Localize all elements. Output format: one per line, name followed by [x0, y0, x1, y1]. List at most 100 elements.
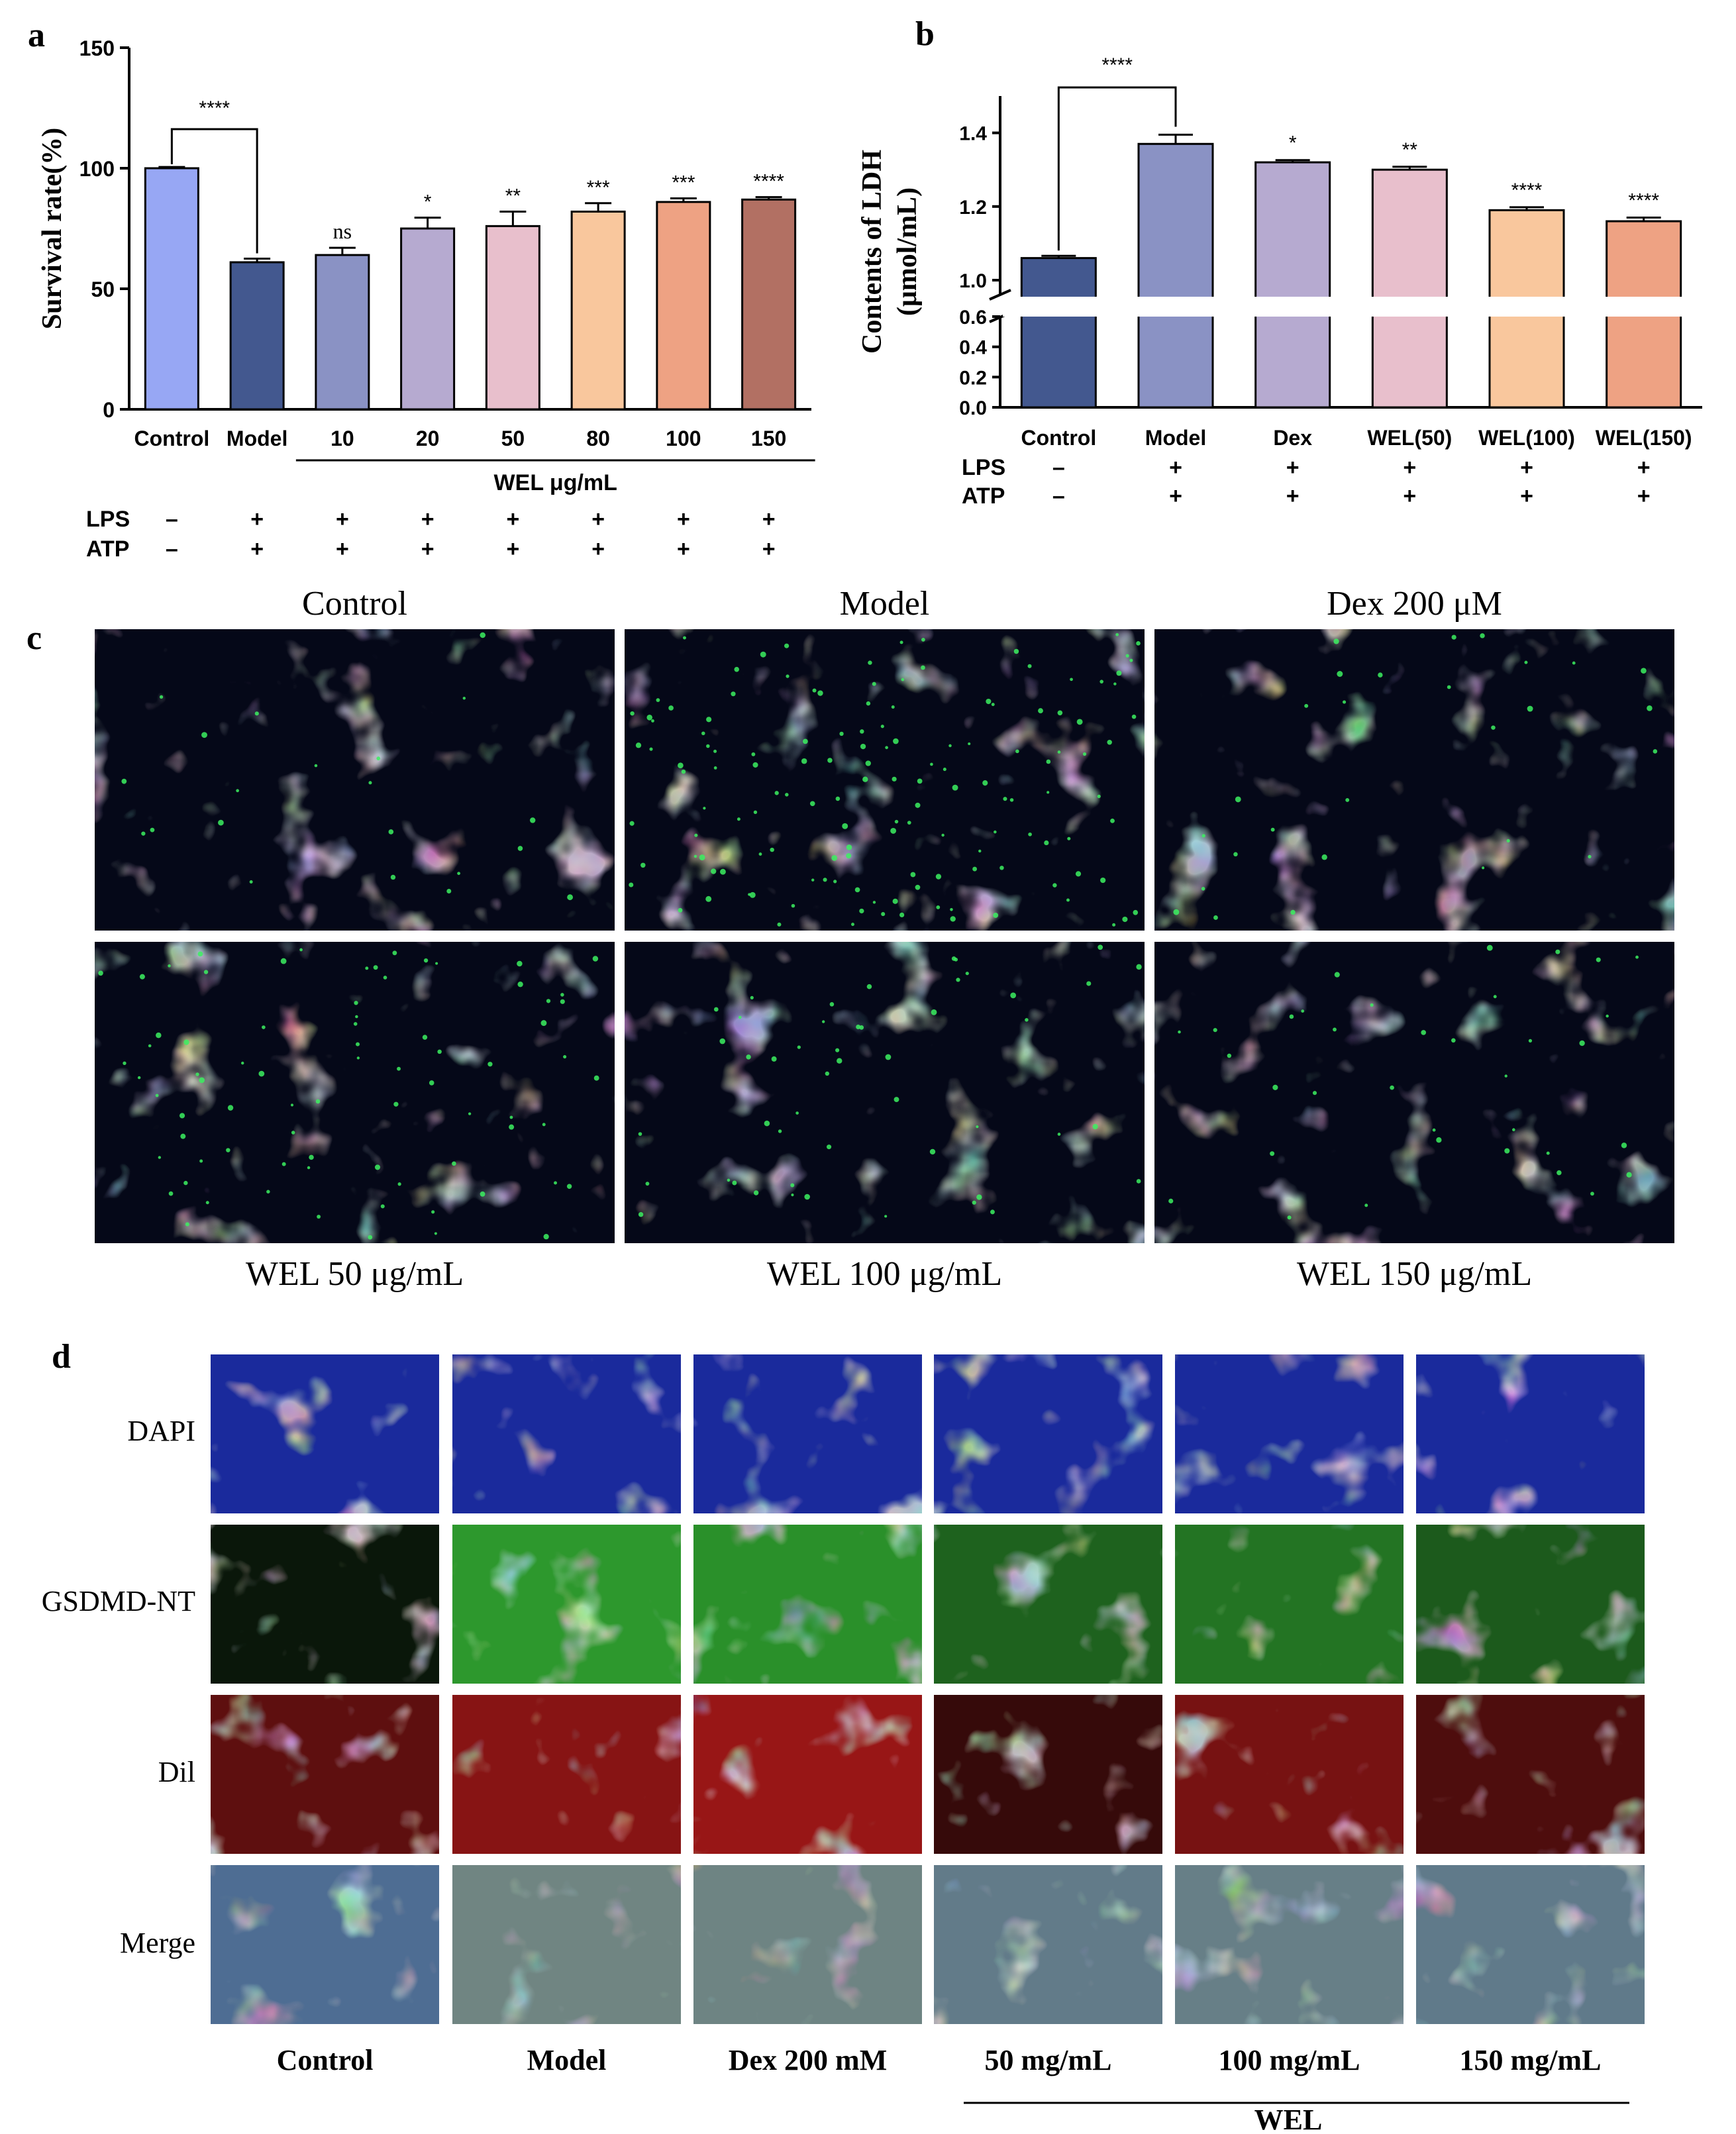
green-puncta-c — [846, 853, 852, 859]
green-puncta-c — [1136, 640, 1141, 646]
green-puncta-c — [1227, 1053, 1232, 1058]
green-puncta-c — [241, 1061, 244, 1065]
significance-label-a: *** — [672, 172, 695, 194]
green-puncta-c — [315, 1099, 321, 1104]
green-puncta-c — [397, 1066, 401, 1071]
green-puncta-c — [1009, 798, 1014, 802]
cell-free-region-d — [934, 1354, 1162, 1513]
atp-mark-a: – — [166, 536, 178, 562]
green-puncta-c — [681, 769, 686, 774]
x-tick-label-b: WEL(100) — [1478, 426, 1575, 450]
cell-free-region-d — [934, 1695, 1162, 1854]
y-tick-label-b: 1.2 — [959, 197, 987, 219]
green-puncta-c — [554, 1181, 558, 1185]
lps-mark-a: + — [506, 507, 519, 532]
green-puncta-c — [1116, 670, 1122, 676]
green-puncta-c — [706, 744, 710, 748]
row-label-d: Merge — [120, 1927, 195, 1959]
green-puncta-c — [901, 678, 905, 682]
atp-mark-b: – — [1052, 483, 1065, 509]
y-tick-label-b: 0.4 — [959, 337, 987, 359]
green-puncta-c — [777, 922, 782, 927]
bar-a — [741, 198, 797, 411]
green-puncta-c — [1107, 739, 1112, 745]
green-puncta-c — [640, 862, 646, 868]
green-puncta-c — [1122, 916, 1128, 923]
green-puncta-c — [809, 801, 815, 807]
cell-free-region-d — [693, 1865, 922, 2024]
green-puncta-c — [509, 1124, 515, 1130]
cell-free-region-d — [1175, 1865, 1404, 2024]
green-puncta-c — [831, 855, 838, 861]
green-puncta-c — [1270, 827, 1275, 832]
green-puncta-c — [249, 880, 253, 884]
green-puncta-c — [236, 789, 240, 793]
green-puncta-c — [978, 849, 982, 853]
green-puncta-c — [368, 1235, 373, 1240]
green-puncta-c — [388, 829, 394, 835]
green-puncta-c — [760, 651, 766, 658]
green-puncta-c — [168, 964, 171, 968]
green-puncta-c — [797, 1045, 801, 1049]
green-puncta-c — [98, 970, 103, 976]
cell-free-region-d — [693, 1354, 922, 1513]
green-puncta-c — [774, 791, 779, 795]
green-puncta-c — [753, 810, 758, 815]
green-puncta-c — [784, 643, 790, 648]
column-label-d: 100 mg/mL — [1219, 2044, 1360, 2076]
green-puncta-c — [1333, 638, 1339, 644]
green-puncta-c — [1136, 964, 1142, 970]
green-puncta-c — [991, 703, 995, 707]
green-puncta-c — [1289, 1014, 1294, 1019]
green-puncta-c — [994, 830, 997, 834]
green-puncta-c — [280, 958, 287, 964]
green-puncta-c — [956, 978, 960, 982]
green-puncta-c — [1378, 672, 1383, 678]
micrograph-d — [452, 1525, 681, 1684]
green-puncta-c — [649, 747, 653, 751]
green-puncta-c — [365, 966, 369, 970]
green-puncta-c — [201, 732, 207, 738]
green-puncta-c — [1493, 995, 1497, 999]
axes-b: 0.0 0.2 0.4 0.6 1.0 1.2 1.4 — [959, 96, 1702, 419]
micrograph-title-c: Control — [302, 585, 407, 623]
green-puncta-c — [1044, 840, 1049, 846]
green-puncta-c — [1010, 992, 1017, 999]
green-puncta-c — [353, 1022, 358, 1026]
green-puncta-c — [822, 1020, 825, 1023]
significance-label-a: **** — [753, 171, 784, 193]
green-puncta-c — [862, 776, 868, 782]
bar-a — [144, 167, 199, 411]
green-puncta-c — [543, 1233, 549, 1240]
micrograph-title-c: Model — [840, 585, 930, 623]
row-label-d: DAPI — [127, 1415, 195, 1447]
green-puncta-c — [1626, 1172, 1632, 1178]
y-tick-label-b: 0.0 — [959, 397, 987, 419]
green-puncta-c — [752, 762, 758, 768]
micrograph-d — [1416, 1865, 1645, 2024]
atp-mark-a: + — [677, 536, 690, 562]
y-axis-unit-b: (μmol/mL) — [892, 187, 923, 316]
green-puncta-c — [392, 950, 397, 956]
panel-c: c Control Model Dex 200 μM WEL 50 μg/mL WEL … — [26, 585, 1674, 1293]
green-puncta-c — [713, 1007, 719, 1012]
green-puncta-c — [732, 1180, 737, 1186]
green-puncta-c — [1482, 866, 1485, 870]
y-tick-label-a: 150 — [79, 36, 115, 60]
green-puncta-c — [218, 819, 224, 826]
green-puncta-c — [1173, 909, 1180, 915]
green-puncta-c — [487, 1062, 493, 1067]
green-puncta-c — [468, 1112, 472, 1115]
cell-free-region-d — [452, 1354, 681, 1513]
green-puncta-c — [817, 690, 823, 696]
green-puncta-c — [950, 907, 953, 911]
green-puncta-c — [1588, 854, 1592, 859]
green-puncta-c — [727, 1178, 731, 1182]
green-puncta-c — [183, 1039, 189, 1045]
cell-free-region-d — [1175, 1354, 1404, 1513]
green-puncta-c — [907, 821, 911, 825]
green-puncta-c — [894, 819, 899, 824]
green-puncta-c — [1524, 660, 1528, 664]
green-puncta-c — [314, 764, 318, 768]
significance-label-b: * — [1289, 132, 1297, 154]
